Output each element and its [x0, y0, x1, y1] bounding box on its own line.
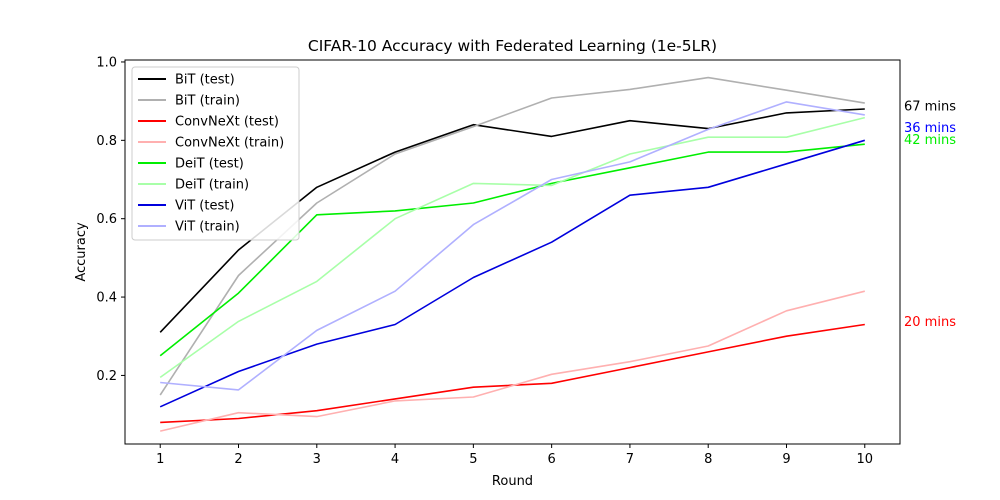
series-line-2	[160, 323, 865, 424]
x-tick-label: 4	[391, 452, 399, 467]
x-tick-label: 9	[782, 452, 790, 467]
chart-title: CIFAR-10 Accuracy with Federated Learnin…	[308, 37, 717, 55]
x-tick-label: 1	[156, 452, 164, 467]
series-line-5	[159, 116, 865, 379]
series-line-6	[159, 139, 866, 408]
legend-label: BiT (train)	[175, 94, 240, 109]
legend-label: ConvNeXt (train)	[175, 136, 284, 151]
x-axis-label: Round	[492, 474, 533, 489]
legend-label: ViT (train)	[175, 220, 240, 235]
y-tick-label: 0.8	[96, 134, 117, 149]
series-line-7	[160, 101, 865, 391]
series-line-4	[159, 143, 865, 357]
legend-box	[131, 66, 300, 241]
series-line-3	[160, 290, 865, 432]
y-axis: 0.2 0.4 0.6 0.8 1.0	[96, 55, 125, 384]
y-axis-label: Accuracy	[74, 222, 89, 282]
x-axis: 1 2 3 4 5 6 7 8 9 10	[156, 444, 873, 467]
legend-label: DeiT (train)	[175, 178, 249, 193]
x-tick-label: 8	[704, 452, 712, 467]
duration-annotation: 36 mins	[904, 121, 956, 136]
x-tick-label: 5	[469, 452, 477, 467]
y-tick-label: 0.6	[96, 212, 117, 227]
y-tick-label: 0.4	[96, 291, 117, 306]
duration-annotation: 42 mins	[904, 133, 956, 148]
duration-annotation: 67 mins	[904, 100, 956, 115]
y-tick-label: 0.2	[96, 369, 117, 384]
legend-label: ViT (test)	[175, 199, 234, 214]
x-tick-label: 3	[313, 452, 321, 467]
legend-label: DeiT (test)	[175, 157, 244, 172]
x-tick-label: 7	[626, 452, 634, 467]
duration-annotation: 20 mins	[904, 315, 956, 330]
x-tick-label: 6	[548, 452, 556, 467]
legend-label: BiT (test)	[175, 73, 235, 88]
x-tick-label: 10	[856, 452, 873, 467]
x-tick-label: 2	[234, 452, 242, 467]
plot-frame	[124, 59, 901, 445]
y-tick-label: 1.0	[96, 55, 117, 70]
legend: BiT (test) BiT (train) ConvNeXt (test) Conv…	[131, 66, 300, 241]
legend-label: ConvNeXt (test)	[175, 115, 279, 130]
